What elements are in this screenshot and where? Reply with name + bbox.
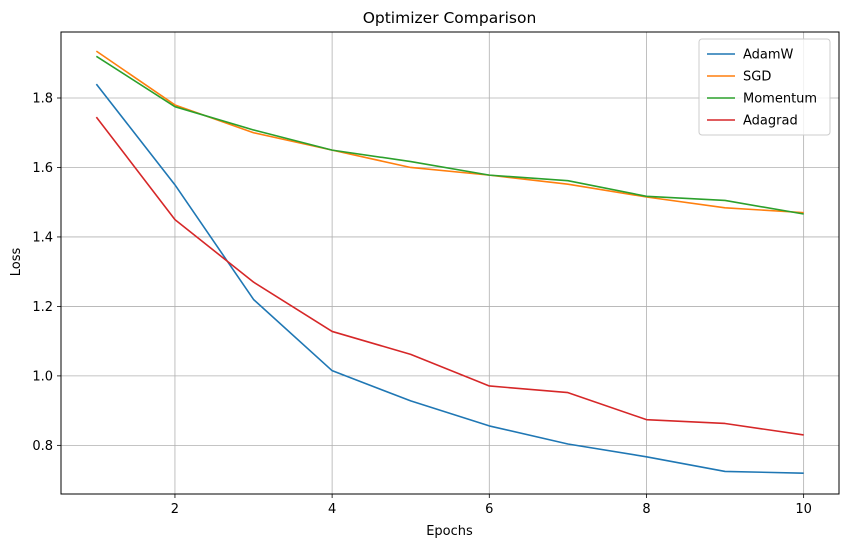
legend: AdamW SGD Momentum Adagrad <box>698 38 831 136</box>
x-tick-label: 4 <box>328 502 336 517</box>
x-tick-label: 2 <box>171 502 179 517</box>
x-tick-label: 10 <box>795 502 812 517</box>
series-lines <box>95 50 804 474</box>
series-line-sgd <box>95 50 804 214</box>
y-tick-label: 0.8 <box>32 439 53 454</box>
y-tick-label: 1.2 <box>32 300 53 315</box>
legend-label-momentum: Momentum <box>743 92 817 107</box>
x-axis-label: Epochs <box>426 524 473 539</box>
series-line-momentum <box>95 55 804 215</box>
legend-box <box>698 38 831 136</box>
plot-area-frame <box>60 31 840 495</box>
legend-label-adagrad: Adagrad <box>743 114 798 129</box>
y-tick-label: 1.4 <box>32 230 53 245</box>
axis-ticks: 2 4 6 8 10 0.8 1.0 1.2 1.4 1.6 1.8 <box>32 92 812 518</box>
series-line-adagrad <box>95 116 804 436</box>
series-line-adamw <box>95 83 804 474</box>
y-axis-label: Loss <box>9 248 24 277</box>
legend-label-adamw: AdamW <box>743 48 794 63</box>
y-tick-label: 1.6 <box>32 161 53 176</box>
x-tick-label: 6 <box>485 502 493 517</box>
y-tick-label: 1.0 <box>32 369 53 384</box>
legend-label-sgd: SGD <box>743 70 771 85</box>
x-tick-label: 8 <box>642 502 650 517</box>
y-tick-label: 1.8 <box>32 92 53 107</box>
grid <box>61 32 839 494</box>
chart-title: Optimizer Comparison <box>363 9 537 27</box>
